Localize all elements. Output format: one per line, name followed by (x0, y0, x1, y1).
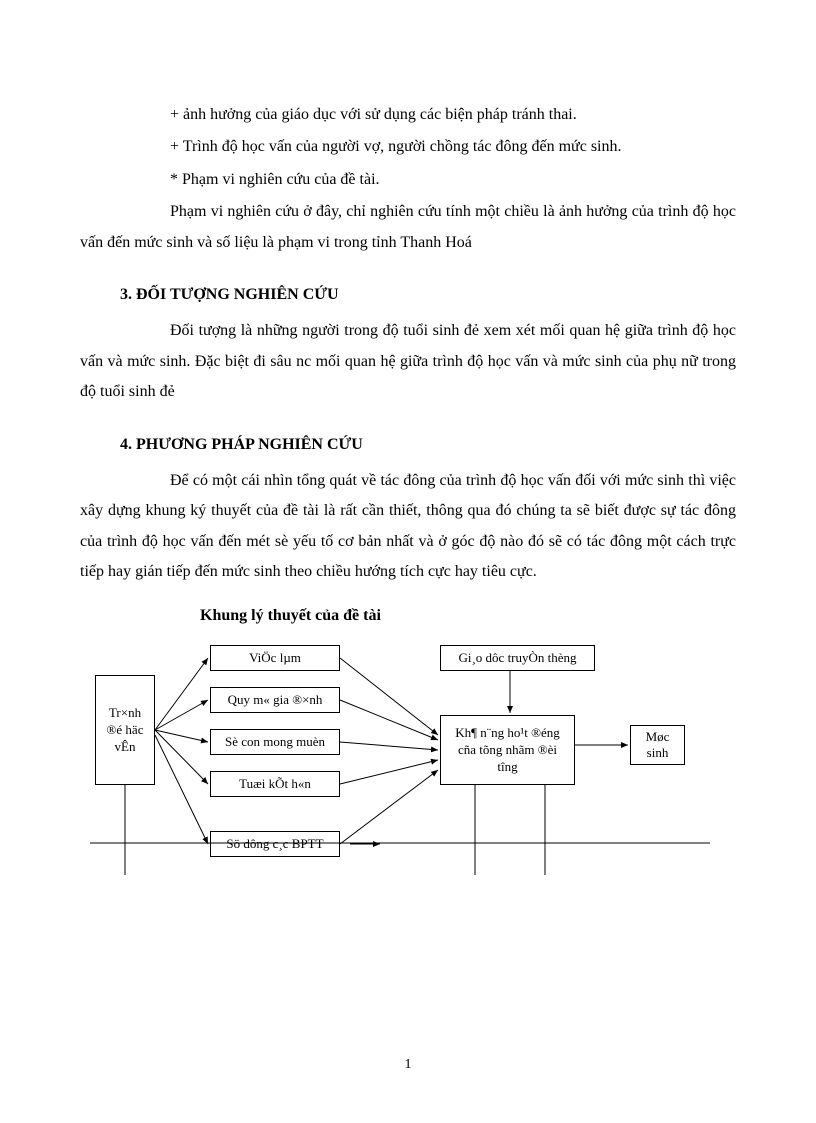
box-so-con-mong-muon: Sè con mong muèn (210, 729, 340, 755)
paragraph: + ảnh hưởng của giáo dục với sử dụng các… (80, 100, 736, 130)
box-su-dung-bptt: Sö dông c¸c BPTT (210, 831, 340, 857)
paragraph: + Trình độ học vấn của người vợ, người c… (80, 132, 736, 162)
box-trinh-do-hoc-van: Tr×nh ®é häc vÊn (95, 675, 155, 785)
paragraph: Phạm vi nghiên cứu ở đây, chỉ nghiên cứu… (80, 197, 736, 258)
box-viec-lam: ViÖc lµm (210, 645, 340, 671)
paragraph: * Phạm vi nghiên cứu của đề tài. (80, 165, 736, 195)
paragraph: Để có một cái nhìn tổng quát về tác đông… (80, 466, 736, 588)
diagram-title: Khung lý thuyết của đề tài (200, 607, 736, 625)
box-kha-nang-hoat-dong: Kh¶ n¨ng ho¹t ®éng cña tõng nhãm ®èi tîn… (440, 715, 575, 785)
section-heading-4: 4. PHƯƠNG PHÁP NGHIÊN CỨU (80, 430, 736, 460)
framework-diagram: Tr×nh ®é häc vÊn ViÖc lµm Quy m« gia ®×n… (90, 635, 710, 875)
page-number: 1 (405, 1057, 412, 1073)
diagram-arrows (90, 635, 710, 875)
box-tuoi-ket-hon: Tuæi kÕt h«n (210, 771, 340, 797)
box-quy-mo-gia-dinh: Quy m« gia ®×nh (210, 687, 340, 713)
paragraph: Đối tượng là những người trong độ tuổi s… (80, 316, 736, 407)
box-muc-sinh: Møc sinh (630, 725, 685, 765)
section-heading-3: 3. ĐỐI TƯỢNG NGHIÊN CỨU (80, 280, 736, 310)
box-giao-duc-truyen-thong: Gi¸o dôc truyÒn thèng (440, 645, 595, 671)
